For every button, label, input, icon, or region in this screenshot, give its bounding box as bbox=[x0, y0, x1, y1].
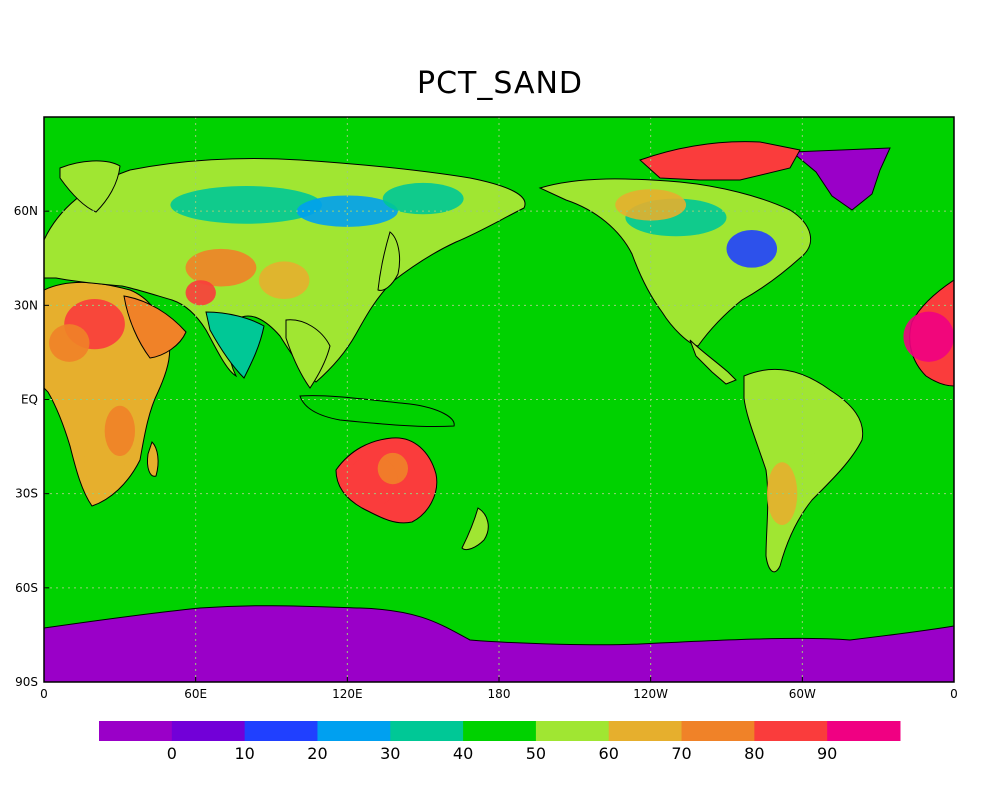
x-tick-label: 0 bbox=[950, 687, 958, 701]
region-india bbox=[205, 311, 265, 379]
colorbar-segment bbox=[463, 721, 537, 741]
region-arabia bbox=[123, 295, 187, 359]
land-class-patch bbox=[185, 280, 216, 306]
land-class-patch bbox=[382, 182, 464, 215]
x-tick-label: 180 bbox=[488, 687, 511, 701]
colorbar-segment bbox=[827, 721, 901, 741]
land-class-patch bbox=[185, 248, 257, 287]
region-central-america bbox=[689, 339, 737, 385]
region-canadian-arctic bbox=[639, 141, 801, 181]
colorbar-segment bbox=[390, 721, 464, 741]
y-tick-label: 30S bbox=[15, 487, 38, 501]
y-tick-label: 60S bbox=[15, 581, 38, 595]
region-japan bbox=[377, 231, 401, 291]
colorbar: 0 10 20 30 40 50 60 70 80 90 bbox=[99, 721, 901, 763]
x-tick-label: 60W bbox=[789, 687, 816, 701]
land-class-patch bbox=[903, 311, 954, 362]
x-tick-label: 0 bbox=[40, 687, 48, 701]
colorbar-label: 60 bbox=[599, 744, 619, 763]
region-indochina bbox=[285, 319, 331, 389]
colorbar-label: 80 bbox=[744, 744, 764, 763]
land-class-patch bbox=[615, 189, 687, 221]
region-indonesia bbox=[299, 395, 455, 428]
colorbar-label: 20 bbox=[307, 744, 327, 763]
colorbar-label: 10 bbox=[234, 744, 254, 763]
colorbar-segment bbox=[244, 721, 318, 741]
land-class-patch bbox=[104, 405, 135, 456]
colorbar-segment bbox=[754, 721, 828, 741]
colorbar-label: 30 bbox=[380, 744, 400, 763]
colorbar-label: 40 bbox=[453, 744, 473, 763]
colorbar-segment bbox=[99, 721, 173, 741]
y-tick-label: EQ bbox=[21, 393, 38, 407]
x-tick-label: 60E bbox=[184, 687, 207, 701]
y-axis: 90S 60S 30S EQ 30N 60N bbox=[14, 204, 49, 689]
region-antarctica bbox=[44, 605, 954, 682]
land-class-patch bbox=[258, 261, 310, 300]
land-class-patch bbox=[726, 230, 778, 268]
x-tick-label: 120E bbox=[332, 687, 363, 701]
y-tick-label: 60N bbox=[14, 204, 38, 218]
region-new-zealand bbox=[461, 507, 489, 551]
colorbar-segment bbox=[317, 721, 391, 741]
land-class-patch bbox=[296, 195, 398, 227]
chart-title: PCT_SAND bbox=[416, 66, 584, 101]
region-madagascar bbox=[147, 441, 159, 477]
x-tick-label: 120W bbox=[633, 687, 668, 701]
region-scandinavia bbox=[59, 160, 121, 213]
colorbar-segment bbox=[171, 721, 246, 741]
colorbar-label: 70 bbox=[671, 744, 691, 763]
land-class-patch bbox=[377, 452, 409, 485]
land-class-patch bbox=[49, 324, 90, 362]
colorbar-segment bbox=[535, 721, 610, 741]
colorbar-segment bbox=[608, 721, 683, 741]
colorbar-segment bbox=[681, 721, 755, 741]
y-tick-label: 90S bbox=[15, 675, 38, 689]
x-axis: 0 60E 120E 180 120W 60W 0 bbox=[40, 677, 958, 701]
colorbar-label: 50 bbox=[526, 744, 546, 763]
colorbar-label: 90 bbox=[817, 744, 837, 763]
land-class-patch bbox=[170, 186, 323, 224]
y-tick-label: 30N bbox=[14, 298, 38, 312]
colorbar-label: 0 bbox=[167, 744, 177, 763]
region-greenland bbox=[790, 147, 891, 211]
region-north-america bbox=[538, 178, 811, 347]
